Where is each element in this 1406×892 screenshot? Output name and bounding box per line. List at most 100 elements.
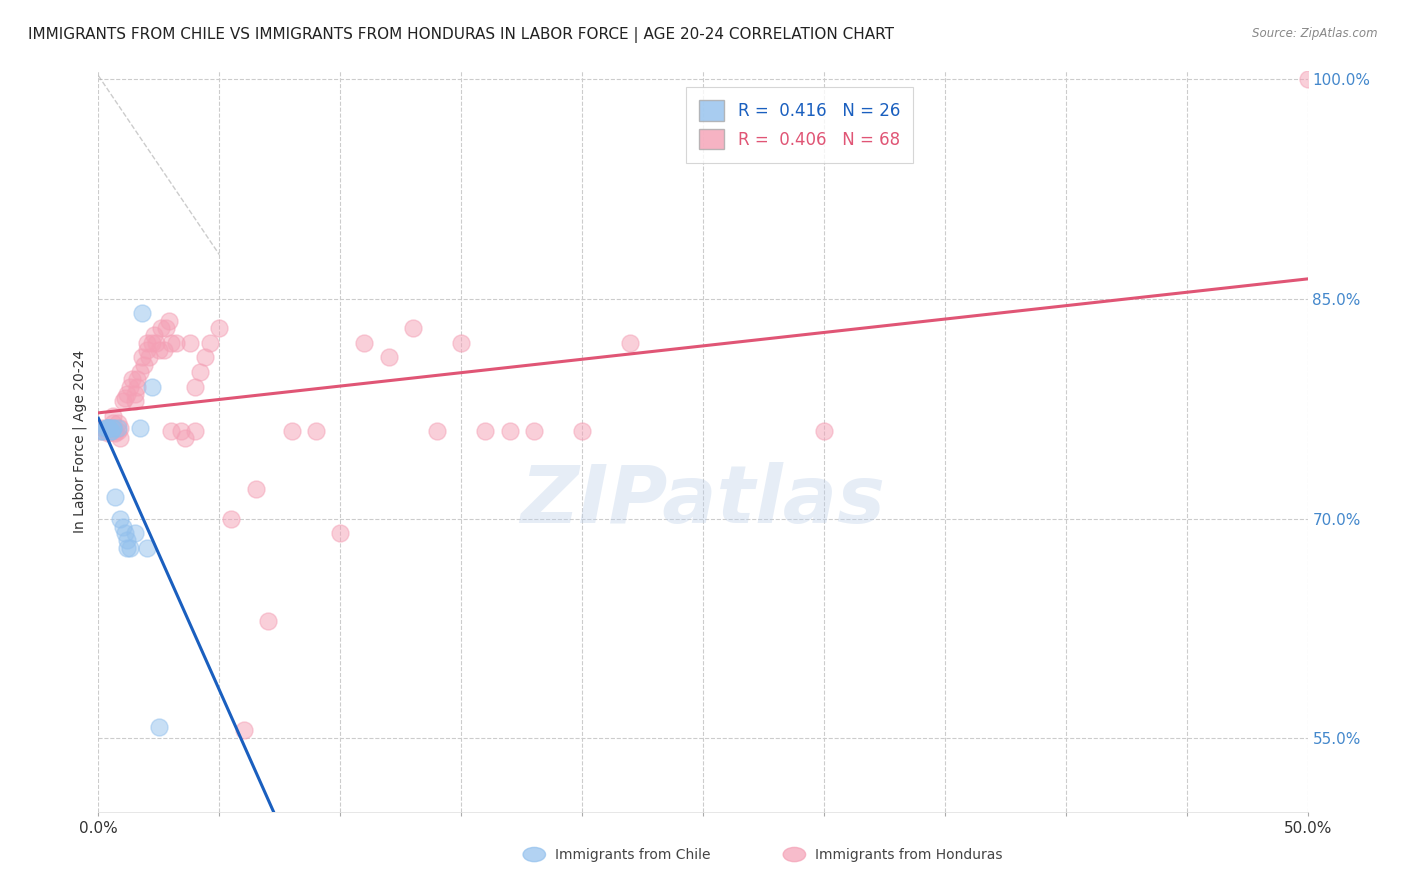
Point [114,526,136,541]
Point [97,420,120,434]
Point [97,420,120,434]
Point [152,343,174,357]
Point [131,306,153,320]
Point [150,321,173,335]
Point [571,424,593,438]
Point [117,387,139,401]
Point [104,424,127,438]
Text: Immigrants from Honduras: Immigrants from Honduras [815,847,1002,862]
Point [117,533,139,548]
Point [104,490,127,504]
Point [157,313,180,327]
Point [104,426,127,441]
Point [107,424,129,438]
Point [121,372,143,386]
Point [124,394,146,409]
Point [111,394,134,409]
Point [114,392,136,406]
Point [101,416,124,430]
Point [169,424,191,438]
Point [97,426,120,441]
Point [107,420,129,434]
Point [1296,71,1319,86]
Point [90,424,112,438]
Text: Source: ZipAtlas.com: Source: ZipAtlas.com [1253,27,1378,40]
Point [179,335,201,350]
Point [329,526,352,541]
Text: IMMIGRANTS FROM CHILE VS IMMIGRANTS FROM HONDURAS IN LABOR FORCE | AGE 20-24 COR: IMMIGRANTS FROM CHILE VS IMMIGRANTS FROM… [28,27,894,43]
Point [813,424,835,438]
Point [145,335,167,350]
Point [377,350,399,364]
Point [426,424,449,438]
Point [208,321,231,335]
Point [111,520,134,534]
Point [134,358,156,372]
Point [138,350,160,364]
Point [108,431,131,445]
Point [184,379,207,393]
Point [97,420,120,434]
Point [94,424,117,438]
Point [108,420,131,434]
Point [160,424,183,438]
Point [90,424,112,438]
Point [100,424,122,438]
Point [402,321,425,335]
Point [221,511,243,525]
Point [135,335,157,350]
Point [118,379,141,393]
Point [128,365,150,379]
Point [91,420,114,434]
Y-axis label: In Labor Force | Age 20-24: In Labor Force | Age 20-24 [72,350,87,533]
Text: Immigrants from Chile: Immigrants from Chile [555,847,711,862]
Point [124,526,146,541]
Point [143,328,166,343]
Point [256,614,278,628]
Point [97,420,120,434]
Point [474,424,496,438]
Point [619,335,641,350]
Point [128,420,150,434]
Point [141,335,163,350]
Point [100,424,122,438]
Point [141,379,163,393]
Point [194,350,217,364]
Point [198,335,221,350]
Point [245,482,267,496]
Point [305,424,328,438]
Point [523,424,546,438]
Point [188,365,211,379]
Point [135,343,157,357]
Point [100,420,122,434]
Point [124,387,146,401]
Point [135,541,157,555]
Point [101,420,124,434]
Point [107,416,129,430]
Point [155,321,177,335]
Point [127,379,149,393]
Point [108,511,131,525]
Point [184,424,207,438]
Point [498,424,520,438]
Point [131,350,153,364]
Legend: R =  0.416   N = 26, R =  0.406   N = 68: R = 0.416 N = 26, R = 0.406 N = 68 [686,87,914,162]
Point [101,420,124,434]
Point [118,541,141,555]
Text: ZIPatlas: ZIPatlas [520,462,886,540]
Point [160,335,183,350]
Point [94,420,117,434]
Point [450,335,472,350]
Point [353,335,375,350]
Point [148,343,170,357]
Point [91,424,114,438]
Point [232,723,254,737]
Point [100,424,122,438]
Point [148,720,170,734]
Point [127,372,149,386]
Point [117,541,139,555]
Point [281,424,304,438]
Point [174,431,197,445]
Point [97,420,120,434]
Point [101,409,124,423]
